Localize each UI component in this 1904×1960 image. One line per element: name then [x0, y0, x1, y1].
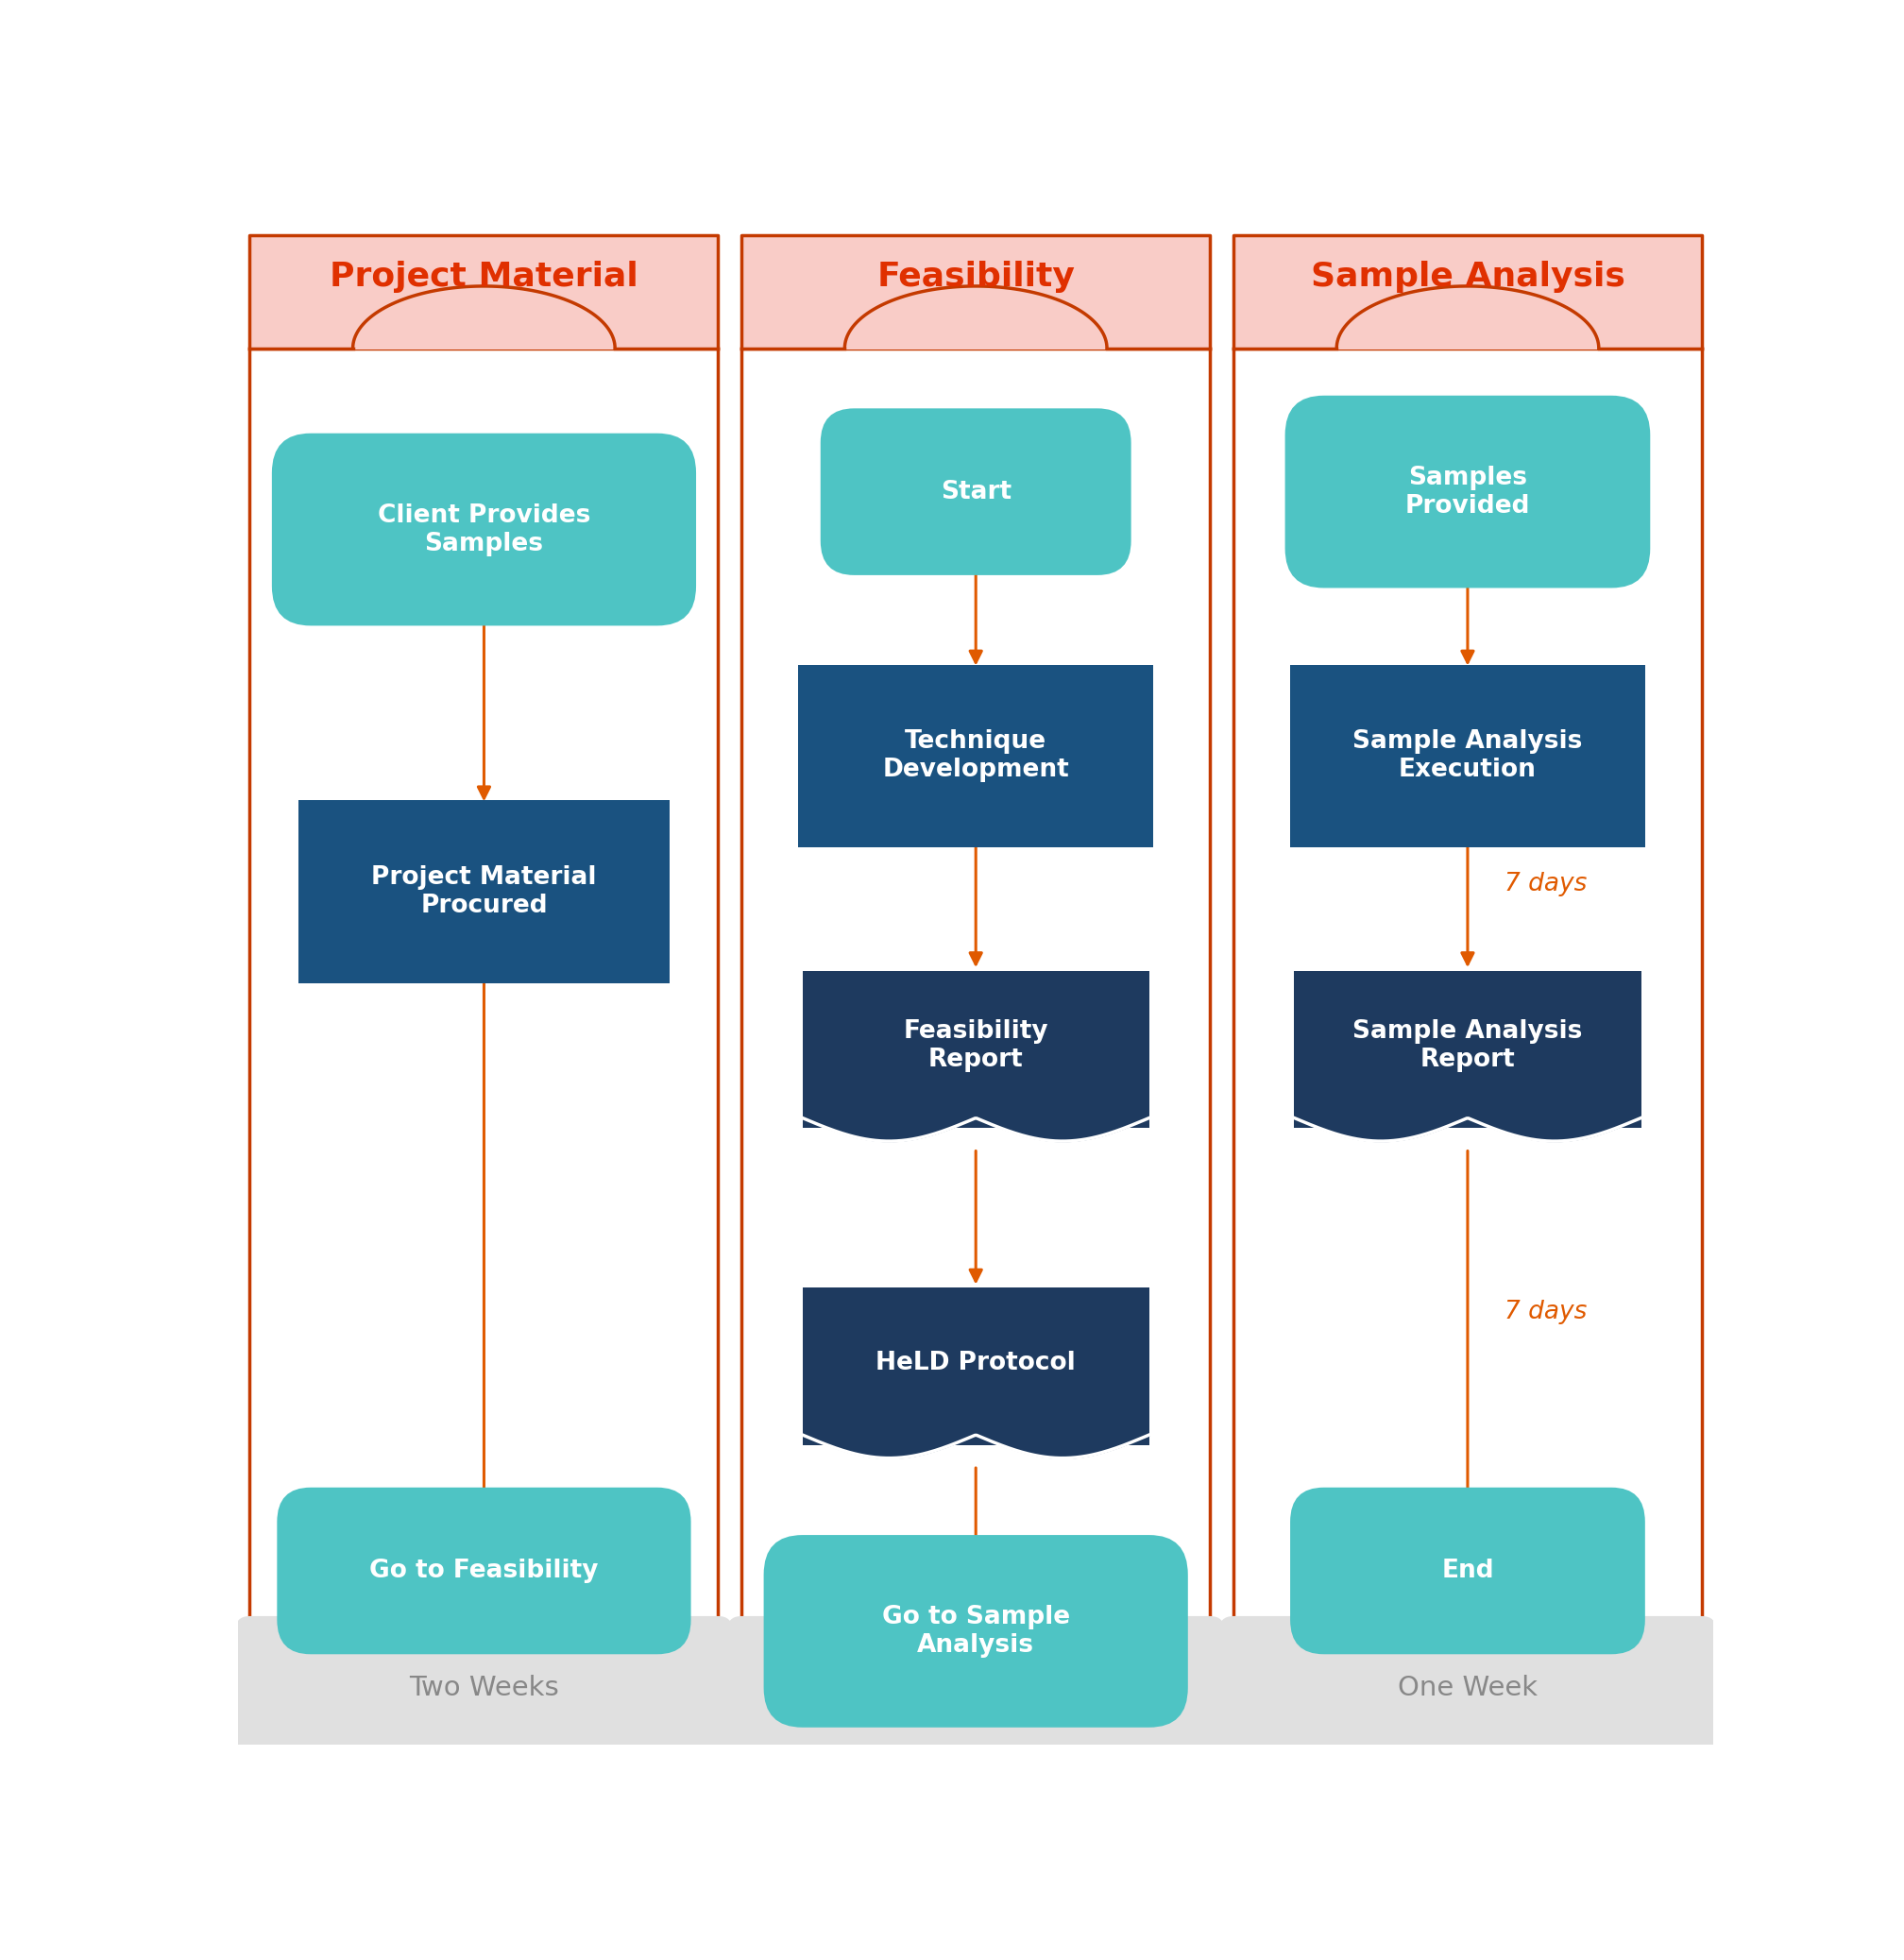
FancyBboxPatch shape [821, 408, 1131, 574]
FancyBboxPatch shape [249, 349, 718, 1631]
FancyBboxPatch shape [1295, 970, 1641, 1127]
FancyBboxPatch shape [764, 1535, 1188, 1727]
Text: Start: Start [941, 480, 1011, 504]
Text: Two Weeks: Two Weeks [409, 1674, 560, 1701]
Text: Sample Analysis
Execution: Sample Analysis Execution [1352, 729, 1582, 782]
Text: Feasibility: Feasibility [876, 261, 1076, 292]
Text: Sample Analysis
Report: Sample Analysis Report [1352, 1019, 1582, 1072]
FancyBboxPatch shape [802, 1288, 1150, 1445]
Text: Go to Sample
Analysis: Go to Sample Analysis [882, 1605, 1070, 1658]
Text: 7 days: 7 days [1504, 872, 1588, 896]
FancyBboxPatch shape [743, 349, 1209, 1631]
FancyBboxPatch shape [299, 800, 668, 984]
Text: Go to Feasibility: Go to Feasibility [369, 1558, 598, 1584]
FancyBboxPatch shape [234, 1617, 733, 1756]
FancyBboxPatch shape [798, 664, 1154, 847]
Text: HeLD Protocol: HeLD Protocol [876, 1350, 1076, 1374]
Text: Project Material: Project Material [329, 261, 638, 292]
FancyBboxPatch shape [276, 1488, 691, 1654]
Text: Project Material
Procured: Project Material Procured [371, 864, 596, 917]
FancyBboxPatch shape [727, 1617, 1224, 1756]
Text: End: End [1441, 1558, 1495, 1584]
Polygon shape [249, 235, 718, 349]
FancyBboxPatch shape [1291, 1488, 1645, 1654]
Text: Two weeks: Two weeks [902, 1674, 1049, 1701]
FancyBboxPatch shape [1234, 349, 1702, 1631]
Text: Sample Analysis: Sample Analysis [1310, 261, 1624, 292]
Text: Feasibility
Report: Feasibility Report [902, 1019, 1049, 1072]
Text: Technique
Development: Technique Development [882, 729, 1070, 782]
Text: 7 days: 7 days [1504, 1299, 1588, 1325]
FancyBboxPatch shape [272, 433, 697, 625]
Text: Client Provides
Samples: Client Provides Samples [377, 504, 590, 557]
FancyBboxPatch shape [1219, 1617, 1717, 1756]
Polygon shape [1234, 235, 1702, 349]
FancyBboxPatch shape [802, 970, 1150, 1127]
FancyBboxPatch shape [1285, 396, 1651, 588]
Polygon shape [743, 235, 1209, 349]
Text: Samples
Provided: Samples Provided [1405, 465, 1531, 517]
Text: One Week: One Week [1398, 1674, 1538, 1701]
FancyBboxPatch shape [1289, 664, 1645, 847]
